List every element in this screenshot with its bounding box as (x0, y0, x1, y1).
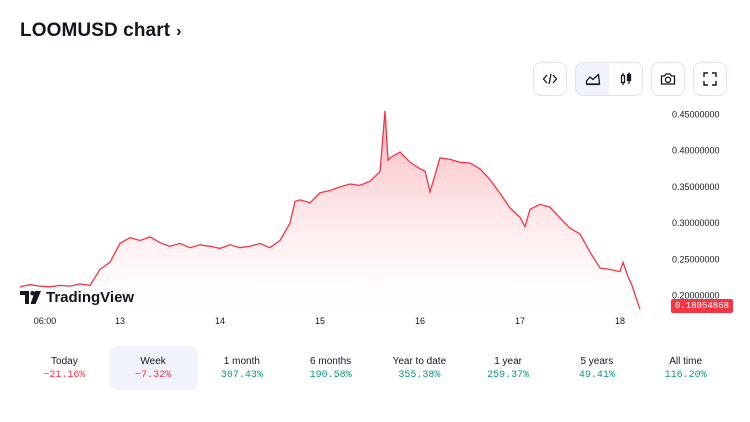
fullscreen-icon (703, 72, 717, 86)
period-year-to-date[interactable]: Year to date 355.38% (375, 346, 464, 390)
chevron-right-icon[interactable]: › (176, 22, 182, 40)
period-label: 1 month (223, 355, 260, 367)
period-1-year[interactable]: 1 year 259.37% (464, 346, 553, 390)
y-tick-label: 0.25000000 (672, 254, 720, 264)
camera-icon (660, 73, 676, 85)
y-tick-label: 0.35000000 (672, 182, 720, 192)
chart-title[interactable]: LOOMUSD chart › (20, 20, 182, 42)
code-icon (542, 73, 558, 85)
embed-code-button[interactable] (533, 62, 567, 96)
y-tick-label: 0.45000000 (672, 109, 720, 119)
period-label: 6 months (310, 355, 352, 367)
chart-type-group (575, 62, 643, 96)
snapshot-button[interactable] (651, 62, 685, 96)
period-change-value: 116.20% (664, 369, 707, 381)
period-change-value: −21.16% (43, 369, 86, 381)
period-change-value: 49.41% (578, 369, 615, 381)
period-selector: Today −21.16% Week −7.32% 1 month 307.43% 6 mo… (20, 346, 730, 390)
last-price-badge: 0.18054868 (671, 299, 734, 313)
candles-chart-button[interactable] (609, 63, 642, 95)
period-week[interactable]: Week −7.32% (108, 346, 198, 390)
period-label: Week (140, 355, 166, 367)
area-chart-svg[interactable]: 0.45000000 0.40000000 0.35000000 0.30000000… (0, 100, 750, 330)
period-6-months[interactable]: 6 months 190.58% (286, 346, 375, 390)
period-change-value: 259.37% (487, 369, 530, 381)
x-tick-label: 06:00 (34, 316, 57, 326)
tradingview-logo-text: TradingView (46, 289, 135, 306)
x-tick-label: 18 (615, 316, 625, 326)
tradingview-logo[interactable]: TradingView (20, 289, 134, 306)
x-tick-label: 14 (215, 316, 225, 326)
y-axis: 0.45000000 0.40000000 0.35000000 0.30000000… (672, 109, 720, 300)
period-label: 5 years (580, 355, 614, 367)
x-axis: 06:00 13 14 15 16 17 18 (34, 316, 625, 326)
period-change-value: 190.58% (309, 369, 352, 381)
period-1-month[interactable]: 1 month 307.43% (198, 346, 287, 390)
period-today[interactable]: Today −21.16% (20, 346, 109, 390)
price-line (19, 110, 641, 310)
period-label: All time (669, 355, 703, 367)
y-tick-label: 0.20000000 (672, 291, 720, 301)
x-tick-label: 16 (415, 316, 425, 326)
x-tick-label: 15 (315, 316, 325, 326)
area-chart-button[interactable] (576, 63, 609, 95)
chart-title-text[interactable]: LOOMUSD chart (20, 20, 171, 41)
period-change-value: −7.32% (135, 369, 172, 381)
y-tick-label: 0.30000000 (672, 218, 720, 228)
fullscreen-button[interactable] (693, 62, 727, 96)
period-label: Today (51, 355, 78, 367)
period-label: 1 year (494, 355, 523, 367)
x-tick-label: 17 (515, 316, 525, 326)
price-chart[interactable]: 0.45000000 0.40000000 0.35000000 0.30000000… (0, 100, 750, 330)
candles-icon (620, 72, 631, 85)
chart-toolbar (533, 62, 727, 96)
period-change-value: 307.43% (220, 369, 263, 381)
area-chart-icon (585, 73, 600, 86)
period-label: Year to date (392, 355, 447, 367)
tradingview-logo-icon (20, 291, 41, 304)
x-tick-label: 13 (115, 316, 125, 326)
period-all-time[interactable]: All time 116.20% (641, 346, 730, 390)
price-area-fill (20, 110, 640, 311)
period-5-years[interactable]: 5 years 49.41% (553, 346, 642, 390)
y-tick-label: 0.40000000 (672, 146, 720, 156)
period-change-value: 355.38% (398, 369, 441, 381)
